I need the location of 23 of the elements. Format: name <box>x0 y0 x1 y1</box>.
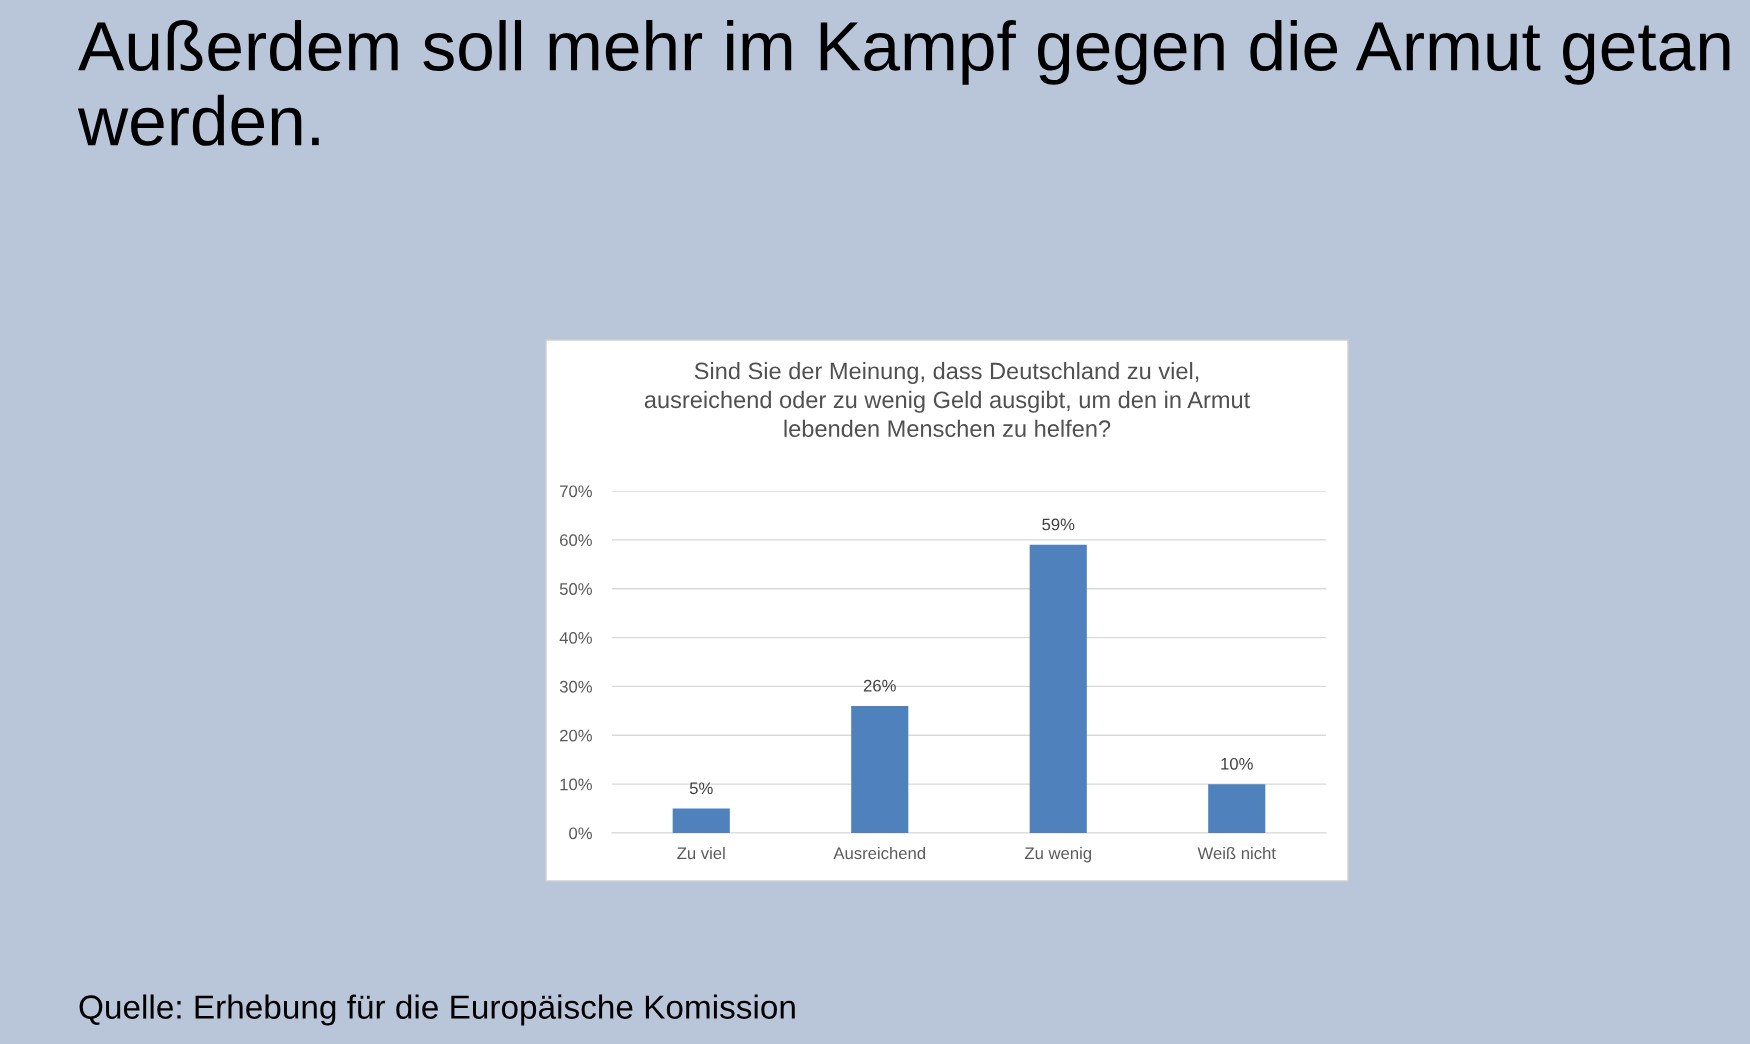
y-tick-label: 70% <box>560 485 592 498</box>
y-tick-label: 30% <box>559 680 592 693</box>
data-label: 59% <box>1042 518 1075 531</box>
chart-title: Außerdem soll mehr im Kampf gegen die Armut getan werden. <box>77 20 1730 146</box>
x-tick-label: Zu viel <box>677 846 725 860</box>
y-tick-label: 50% <box>559 583 592 595</box>
y-tick-label: 60% <box>560 534 592 547</box>
bar <box>1029 544 1087 833</box>
y-tick-label: 0% <box>569 827 592 840</box>
bar <box>851 705 909 833</box>
y-tick-label: 40% <box>559 631 592 644</box>
x-tick-label: Ausreichend <box>833 846 925 860</box>
x-tick-label: Zu wenig <box>1024 846 1091 863</box>
chart-subtitle: Sind Sie der Meinung, dass Deutschland zu viel, ausreichend oder zu wenig Geld ausgibt, um den in Armut lebenden Menschen zu helfen? <box>644 362 1251 438</box>
data-label: 5% <box>689 782 713 795</box>
bar <box>1208 784 1266 833</box>
x-tick-label: Weiß nicht <box>1197 846 1276 860</box>
source-note: Quelle: Erhebung für die Europäische Komission <box>79 994 795 1026</box>
y-tick-label: 10% <box>560 778 592 791</box>
y-tick-label: 20% <box>560 729 592 742</box>
bar <box>672 808 730 833</box>
data-label: 10% <box>1221 757 1253 770</box>
data-label: 26% <box>863 679 896 692</box>
